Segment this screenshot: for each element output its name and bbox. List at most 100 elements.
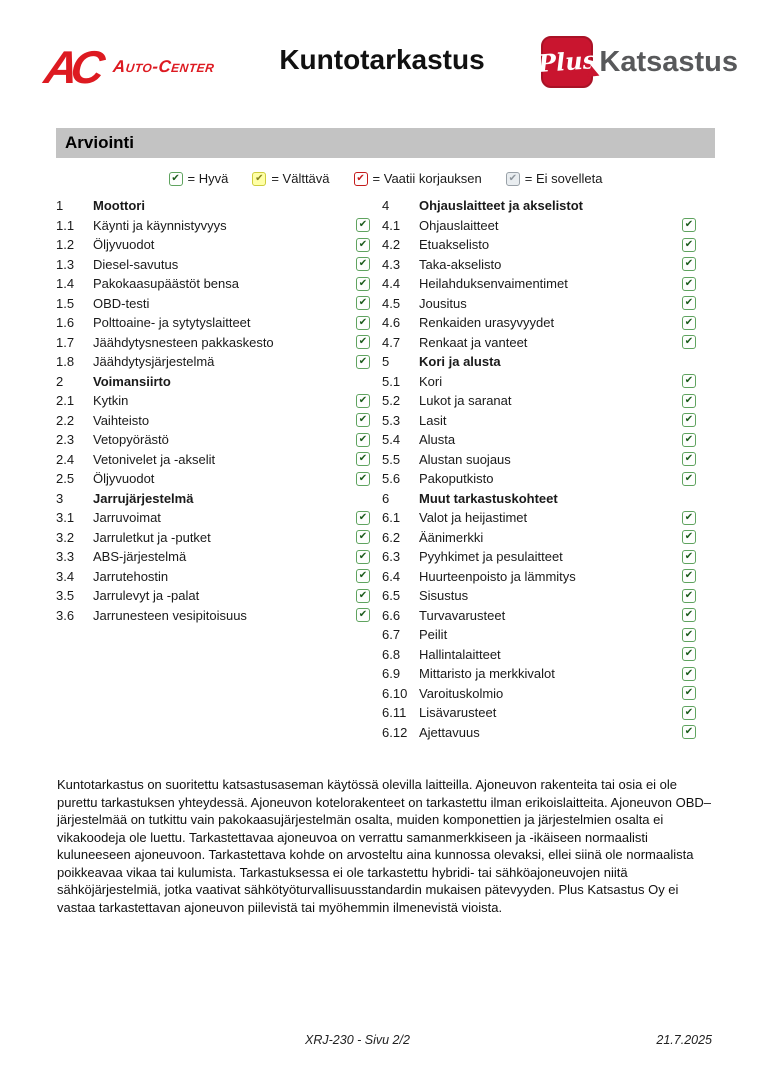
- item-number: 6.3: [382, 549, 401, 565]
- checklist-item-row: 4.6 Renkaiden urasyvyydet ✔: [382, 313, 696, 333]
- status-checkbox-good: ✔: [356, 588, 370, 603]
- item-label: Renkaat ja vanteet: [419, 334, 528, 350]
- plus-logo-wordmark: Katsastus: [599, 45, 738, 78]
- status-checkbox-good: ✔: [356, 354, 370, 369]
- status-checkbox-good: ✔: [356, 569, 370, 584]
- status-checkbox-bad: ✔: [353, 171, 368, 186]
- check-icon: ✔: [358, 472, 368, 484]
- checklist-item-row: 1.8 Jäähdytysjärjestelmä ✔: [56, 352, 370, 372]
- legend-item-bad: ✔ = Vaatii korjauksen: [353, 171, 482, 186]
- check-icon: ✔: [358, 570, 368, 582]
- item-label: Sisustus: [419, 588, 469, 604]
- item-label: Alusta: [419, 432, 456, 448]
- item-label: Pyyhkimet ja pesulaitteet: [419, 549, 563, 565]
- checklist-item-row: 2.5 Öljyvuodot ✔: [56, 469, 370, 489]
- check-icon: ✔: [684, 570, 694, 582]
- item-number: 6.4: [382, 568, 401, 584]
- item-number: 6.8: [382, 646, 401, 662]
- item-number: 4.1: [382, 217, 401, 233]
- check-icon: ✔: [684, 297, 694, 309]
- plus-logo-badge: Plus: [537, 36, 602, 88]
- status-checkbox-good: ✔: [682, 510, 696, 525]
- check-icon: ✔: [358, 511, 368, 523]
- legend-label: = Välttävä: [271, 171, 330, 186]
- item-number: 5.5: [382, 451, 401, 467]
- item-number: 3.2: [56, 529, 75, 545]
- item-number: 1.8: [56, 354, 75, 370]
- item-label: Kori: [419, 373, 443, 389]
- checklist-section-row: 2 Voimansiirto: [56, 372, 370, 392]
- status-checkbox-good: ✔: [356, 218, 370, 233]
- item-label: Mittaristo ja merkkivalot: [419, 666, 555, 682]
- checklist-item-row: 1.1 Käynti ja käynnistyvyys ✔: [56, 216, 370, 236]
- item-label: Kori ja alusta: [419, 354, 501, 370]
- status-checkbox-good: ✔: [682, 627, 696, 642]
- check-icon: ✔: [171, 172, 180, 184]
- status-checkbox-good: ✔: [682, 471, 696, 486]
- item-label: Jarruvoimat: [93, 510, 161, 526]
- item-number: 4.7: [382, 334, 401, 350]
- check-icon: ✔: [358, 336, 368, 348]
- section-header-arviointi: Arviointi: [56, 128, 715, 158]
- checklist-item-row: 4.5 Jousitus ✔: [382, 294, 696, 314]
- check-icon: ✔: [358, 414, 368, 426]
- checklist-item-row: 1.5 OBD-testi ✔: [56, 294, 370, 314]
- status-checkbox-good: ✔: [682, 647, 696, 662]
- item-label: Turvavarusteet: [419, 607, 506, 623]
- item-label: Jäähdytysnesteen pakkaskesto: [93, 334, 274, 350]
- checklist-item-row: 6.7 Peilit ✔: [382, 625, 696, 645]
- checklist-item-row: 5.1 Kori ✔: [382, 372, 696, 392]
- status-checkbox-good: ✔: [356, 276, 370, 291]
- check-icon: ✔: [684, 414, 694, 426]
- check-icon: ✔: [684, 648, 694, 660]
- check-icon: ✔: [358, 550, 368, 562]
- checklist-section-row: 1 Moottori: [56, 196, 370, 216]
- check-icon: ✔: [358, 531, 368, 543]
- status-checkbox-good: ✔: [356, 335, 370, 350]
- item-number: 2.1: [56, 393, 75, 409]
- item-label: Jousitus: [419, 295, 467, 311]
- item-label: Diesel-savutus: [93, 256, 179, 272]
- item-label: Alustan suojaus: [419, 451, 511, 467]
- check-icon: ✔: [684, 238, 694, 250]
- check-icon: ✔: [684, 609, 694, 621]
- item-number: 4.6: [382, 315, 401, 331]
- checklist-item-row: 6.8 Hallintalaitteet ✔: [382, 645, 696, 665]
- checklist-item-row: 1.4 Pakokaasupäästöt bensa ✔: [56, 274, 370, 294]
- item-number: 6.7: [382, 627, 401, 643]
- status-checkbox-good: ✔: [356, 296, 370, 311]
- report-header: AC Auto-Center Kuntotarkastus Plus Katsa…: [0, 36, 764, 98]
- item-label: Jarrulevyt ja -palat: [93, 588, 200, 604]
- item-label: Taka-akselisto: [419, 256, 502, 272]
- item-label: Vetopyörästö: [93, 432, 169, 448]
- item-label: Äänimerkki: [419, 529, 484, 545]
- checklist-item-row: 6.6 Turvavarusteet ✔: [382, 606, 696, 626]
- checklist-item-row: 6.10 Varoituskolmio ✔: [382, 684, 696, 704]
- legend-item-fair: ✔ = Välttävä: [252, 171, 330, 186]
- status-checkbox-good: ✔: [356, 549, 370, 564]
- status-checkbox-good: ✔: [682, 218, 696, 233]
- status-checkbox-good: ✔: [682, 432, 696, 447]
- item-number: 4.4: [382, 276, 401, 292]
- checklist-item-row: 1.6 Polttoaine- ja sytytyslaitteet ✔: [56, 313, 370, 333]
- status-checkbox-good: ✔: [682, 335, 696, 350]
- item-number: 6.9: [382, 666, 401, 682]
- item-label: Vaihteisto: [93, 412, 150, 428]
- item-label: Öljyvuodot: [93, 471, 155, 487]
- inspection-checklist: 1 Moottori 1.1 Käynti ja käynnistyvyys ✔ 1.2 Ö…: [56, 196, 696, 742]
- check-icon: ✔: [358, 589, 368, 601]
- item-label: Ohjauslaitteet: [419, 217, 499, 233]
- legend-item-good: ✔ = Hyvä: [168, 171, 228, 186]
- item-label: Lisävarusteet: [419, 705, 497, 721]
- check-icon: ✔: [358, 609, 368, 621]
- item-label: Pakoputkisto: [419, 471, 494, 487]
- check-icon: ✔: [684, 258, 694, 270]
- plus-katsastus-logo: Plus Katsastus: [537, 36, 738, 88]
- check-icon: ✔: [684, 628, 694, 640]
- status-checkbox-good: ✔: [682, 608, 696, 623]
- item-number: 3.3: [56, 549, 75, 565]
- checklist-item-row: 5.5 Alustan suojaus ✔: [382, 450, 696, 470]
- status-legend: ✔ = Hyvä ✔ = Välttävä ✔ = Vaatii korjauksen ✔ =…: [56, 171, 715, 186]
- item-label: Jarrutehostin: [93, 568, 169, 584]
- item-label: Voimansiirto: [93, 373, 171, 389]
